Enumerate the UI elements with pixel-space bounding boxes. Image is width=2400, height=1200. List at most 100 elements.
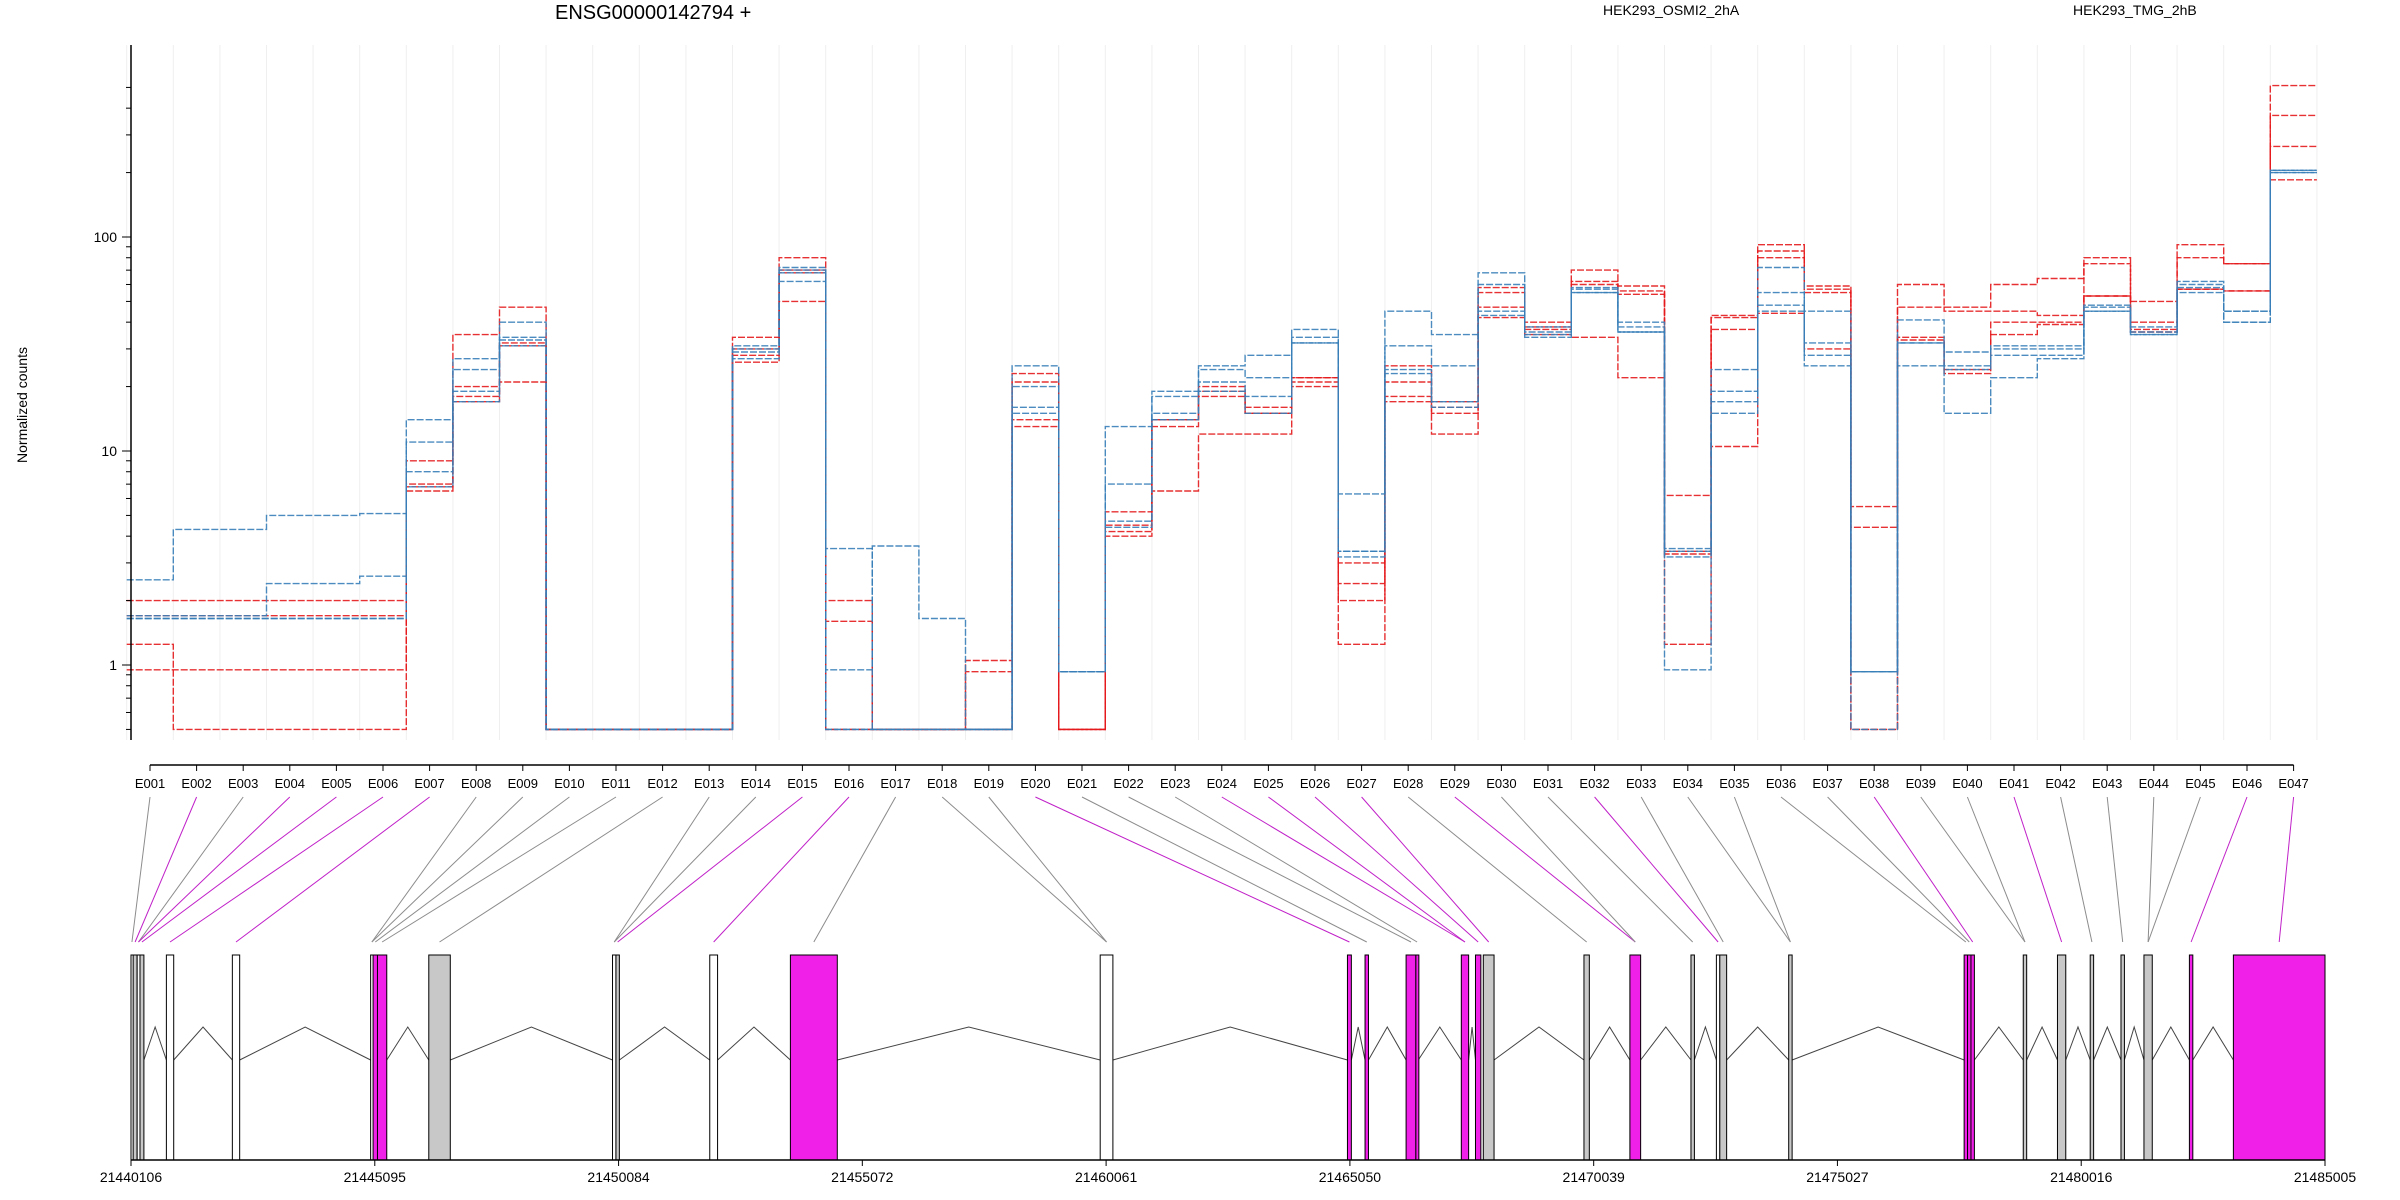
- exon-label-E036: E036: [1766, 776, 1796, 791]
- connector-E030: [1501, 796, 1636, 943]
- series-line-7: [126, 169, 2317, 731]
- exon-block: [139, 954, 145, 1161]
- connector-E028: [1407, 796, 1587, 943]
- exon-block: [2188, 954, 2194, 1161]
- intron-line: [2093, 1025, 2122, 1061]
- connector-E009: [371, 796, 524, 943]
- series-line-2: [126, 114, 2317, 731]
- exon-label-E023: E023: [1160, 776, 1190, 791]
- connector-E044: [2147, 796, 2155, 943]
- exon-block: [2232, 954, 2326, 1161]
- connector-E017: [813, 796, 897, 943]
- exon-label-E047: E047: [2278, 776, 2308, 791]
- exon-label-E013: E013: [694, 776, 724, 791]
- exon-block: [789, 954, 838, 1161]
- exon-label-E002: E002: [181, 776, 211, 791]
- genomic-tick-label: 21445095: [344, 1169, 407, 1185]
- exon-block: [1474, 954, 1482, 1161]
- intron-line: [143, 1025, 167, 1061]
- exon-label-E008: E008: [461, 776, 491, 791]
- exon-block: [1405, 954, 1417, 1161]
- exon-block: [1346, 954, 1352, 1161]
- y-tick-label: 10: [101, 443, 117, 459]
- intron-line: [239, 1026, 371, 1061]
- connector-E016: [713, 796, 850, 943]
- exon-block: [132, 954, 138, 1161]
- exon-label-E006: E006: [368, 776, 398, 791]
- connector-E008: [371, 796, 477, 943]
- exon-label-E012: E012: [647, 776, 677, 791]
- exon-block: [1415, 954, 1420, 1161]
- connector-E036: [1780, 796, 1967, 943]
- exon-block: [1788, 954, 1793, 1161]
- exon-block: [615, 954, 620, 1161]
- exon-label-E014: E014: [741, 776, 771, 791]
- exon-label-E020: E020: [1020, 776, 1050, 791]
- y-tick-label: 100: [94, 229, 118, 245]
- exon-label-E037: E037: [1812, 776, 1842, 791]
- intron-line: [2192, 1026, 2234, 1061]
- exon-label-E045: E045: [2185, 776, 2215, 791]
- exon-block: [1583, 954, 1590, 1161]
- intron-line: [1350, 1026, 1366, 1061]
- connector-E041: [2013, 796, 2063, 943]
- intron-line: [1112, 1026, 1348, 1061]
- connector-E006: [169, 796, 384, 943]
- series-line-5: [126, 171, 2317, 731]
- connector-E020: [1035, 796, 1350, 943]
- intron-line: [2065, 1025, 2091, 1061]
- connector-E032: [1594, 796, 1719, 943]
- exon-block: [2120, 954, 2125, 1161]
- exon-label-E038: E038: [1859, 776, 1889, 791]
- connector-E011: [381, 796, 617, 943]
- exon-block: [2089, 954, 2095, 1161]
- exon-block: [1482, 954, 1495, 1161]
- genomic-tick-label: 21450084: [587, 1169, 650, 1185]
- exon-label-E015: E015: [787, 776, 817, 791]
- exon-block: [2022, 954, 2028, 1161]
- gene-model: 21440106 21445095 21450084 21455072 21460061…: [100, 954, 2357, 1185]
- connector-E037: [1827, 796, 1970, 943]
- genomic-tick-label: 21455072: [831, 1169, 894, 1185]
- connector-E038: [1873, 796, 1974, 943]
- exon-label-E009: E009: [508, 776, 538, 791]
- exon-label-E025: E025: [1253, 776, 1283, 791]
- exon-label-E018: E018: [927, 776, 957, 791]
- exon-label-E042: E042: [2045, 776, 2075, 791]
- exon-label-E029: E029: [1440, 776, 1470, 791]
- intron-line: [1368, 1025, 1407, 1061]
- exon-label-E032: E032: [1579, 776, 1609, 791]
- exon-label-E016: E016: [834, 776, 864, 791]
- exon-block: [709, 954, 719, 1161]
- intron-line: [1693, 1025, 1717, 1061]
- connector-E002: [134, 796, 198, 943]
- connector-E024: [1221, 796, 1466, 943]
- connector-E040: [1966, 796, 2026, 943]
- exon-label-E028: E028: [1393, 776, 1423, 791]
- exon-label-E005: E005: [321, 776, 351, 791]
- exon-label-E043: E043: [2092, 776, 2122, 791]
- exon-label-E030: E030: [1486, 776, 1516, 791]
- intron-line: [1417, 1026, 1462, 1061]
- exon-label-E041: E041: [1999, 776, 2029, 791]
- connector-E003: [138, 796, 244, 943]
- connector-E010: [374, 796, 570, 943]
- genomic-tick-label: 21470039: [1563, 1169, 1626, 1185]
- connector-E034: [1687, 796, 1791, 943]
- exon-block: [2056, 954, 2067, 1161]
- genomic-tick-label: 21485005: [2294, 1169, 2357, 1185]
- axes: 1 10 100 E001 E002 E003 E004 E005 E006 E007 E008 E0…: [94, 45, 2309, 791]
- exon-label-E004: E004: [275, 776, 305, 791]
- connector-E005: [141, 796, 337, 943]
- exon-label-E022: E022: [1113, 776, 1143, 791]
- connector-E039: [1920, 796, 2026, 943]
- exon-label-E033: E033: [1626, 776, 1656, 791]
- connector-E023: [1174, 796, 1418, 943]
- intron-line: [837, 1026, 1101, 1061]
- exon-block: [428, 954, 451, 1161]
- exon-block: [372, 954, 378, 1161]
- exon-block: [1715, 954, 1721, 1161]
- exon-block: [612, 954, 617, 1161]
- exon-block: [1963, 954, 1969, 1161]
- series-line-3: [126, 145, 2317, 731]
